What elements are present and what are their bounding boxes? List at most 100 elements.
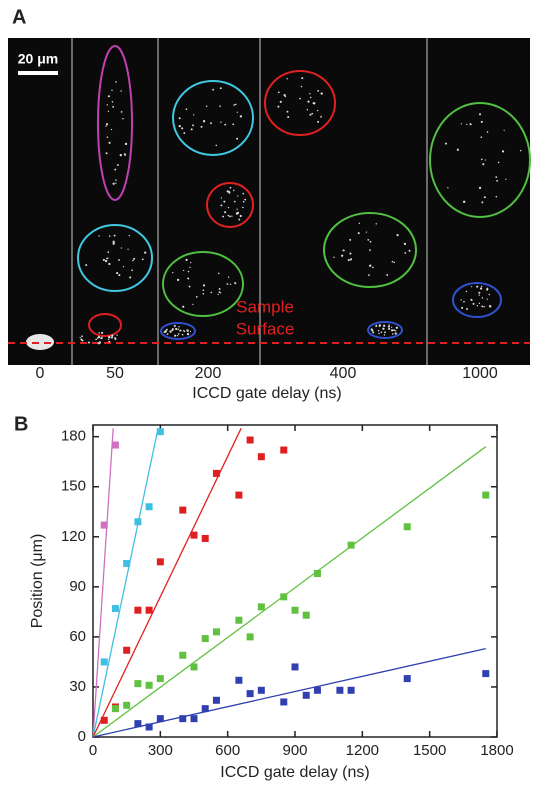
speckle xyxy=(181,333,184,336)
data-point xyxy=(302,611,310,619)
speckle xyxy=(404,252,407,254)
speckle xyxy=(98,235,100,237)
data-point xyxy=(212,469,220,477)
speckle xyxy=(111,101,114,103)
x-axis-title: ICCD gate delay (ns) xyxy=(220,764,369,781)
speckle xyxy=(108,335,111,338)
speckle xyxy=(388,324,391,326)
speckle xyxy=(476,305,479,307)
speckle xyxy=(79,337,81,339)
data-point xyxy=(111,705,119,713)
plot-frame xyxy=(92,424,498,738)
speckle xyxy=(240,115,243,118)
speckle xyxy=(310,96,312,99)
data-point xyxy=(111,605,119,613)
speckle xyxy=(236,111,238,113)
data-point xyxy=(246,690,254,698)
speckle xyxy=(482,163,485,166)
surface-label: Surface xyxy=(236,319,295,338)
speckle xyxy=(309,113,312,116)
speckle xyxy=(480,120,483,123)
speckle xyxy=(229,215,231,218)
data-point xyxy=(156,715,164,723)
speckle xyxy=(384,331,386,334)
speckle xyxy=(466,123,468,126)
data-point xyxy=(257,453,265,461)
data-point xyxy=(212,696,220,704)
speckle xyxy=(469,123,472,126)
speckle xyxy=(497,161,500,164)
speckle xyxy=(503,129,505,131)
speckle xyxy=(299,97,301,100)
speckle xyxy=(115,179,117,181)
speckle xyxy=(229,186,232,189)
data-point xyxy=(403,523,411,531)
data-point xyxy=(123,559,131,567)
data-point xyxy=(336,686,344,694)
speckle xyxy=(233,104,235,106)
speckle xyxy=(219,87,222,90)
data-point xyxy=(190,663,198,671)
speckle xyxy=(481,297,484,299)
speckle xyxy=(210,291,213,294)
speckle xyxy=(105,125,107,127)
speckle xyxy=(347,259,350,262)
speckle xyxy=(95,338,98,341)
image-background xyxy=(8,38,530,365)
speckle xyxy=(368,274,370,276)
speckle xyxy=(128,234,130,237)
x-tick-label: 0 xyxy=(89,742,97,759)
speckle xyxy=(369,249,371,252)
speckle xyxy=(505,178,507,180)
speckle xyxy=(172,328,174,330)
speckle xyxy=(460,299,462,301)
speckle xyxy=(87,341,91,344)
speckle xyxy=(182,305,185,308)
speckle xyxy=(217,293,219,296)
speckle xyxy=(106,104,108,106)
speckle xyxy=(185,258,188,262)
speckle xyxy=(286,110,289,113)
fit-line xyxy=(92,428,159,738)
speckle xyxy=(202,284,206,287)
speckle xyxy=(217,272,220,275)
panel-label: A xyxy=(12,6,26,28)
speckle xyxy=(520,149,522,152)
data-point xyxy=(100,521,108,529)
data-point xyxy=(123,646,131,654)
speckle xyxy=(188,285,191,288)
data-point xyxy=(235,676,243,684)
speckle xyxy=(478,294,480,296)
speckle xyxy=(107,251,110,254)
speckle xyxy=(463,300,465,303)
data-point xyxy=(347,541,355,549)
speckle xyxy=(242,200,245,203)
x-tick-label: 900 xyxy=(282,742,307,759)
speckle xyxy=(342,249,345,252)
speckle xyxy=(226,283,229,285)
speckle xyxy=(212,88,215,91)
speckle xyxy=(173,324,176,327)
data-point xyxy=(482,491,490,499)
speckle xyxy=(112,182,115,185)
delay-label: 1000 xyxy=(462,365,498,382)
speckle xyxy=(233,189,235,192)
speckle xyxy=(382,327,385,330)
y-tick-label: 120 xyxy=(61,528,86,545)
speckle xyxy=(108,141,111,144)
speckle xyxy=(320,92,323,95)
speckle xyxy=(486,298,488,300)
data-point xyxy=(190,715,198,723)
speckle xyxy=(108,235,111,237)
speckle xyxy=(471,299,473,302)
speckle xyxy=(369,240,372,243)
speckle xyxy=(478,291,481,294)
speckle xyxy=(122,118,124,120)
surface-label: Sample xyxy=(236,297,294,316)
speckle xyxy=(495,195,498,198)
speckle xyxy=(244,198,247,201)
speckle xyxy=(178,124,181,128)
data-point xyxy=(156,558,164,566)
speckle xyxy=(200,125,203,128)
data-point xyxy=(257,686,265,694)
